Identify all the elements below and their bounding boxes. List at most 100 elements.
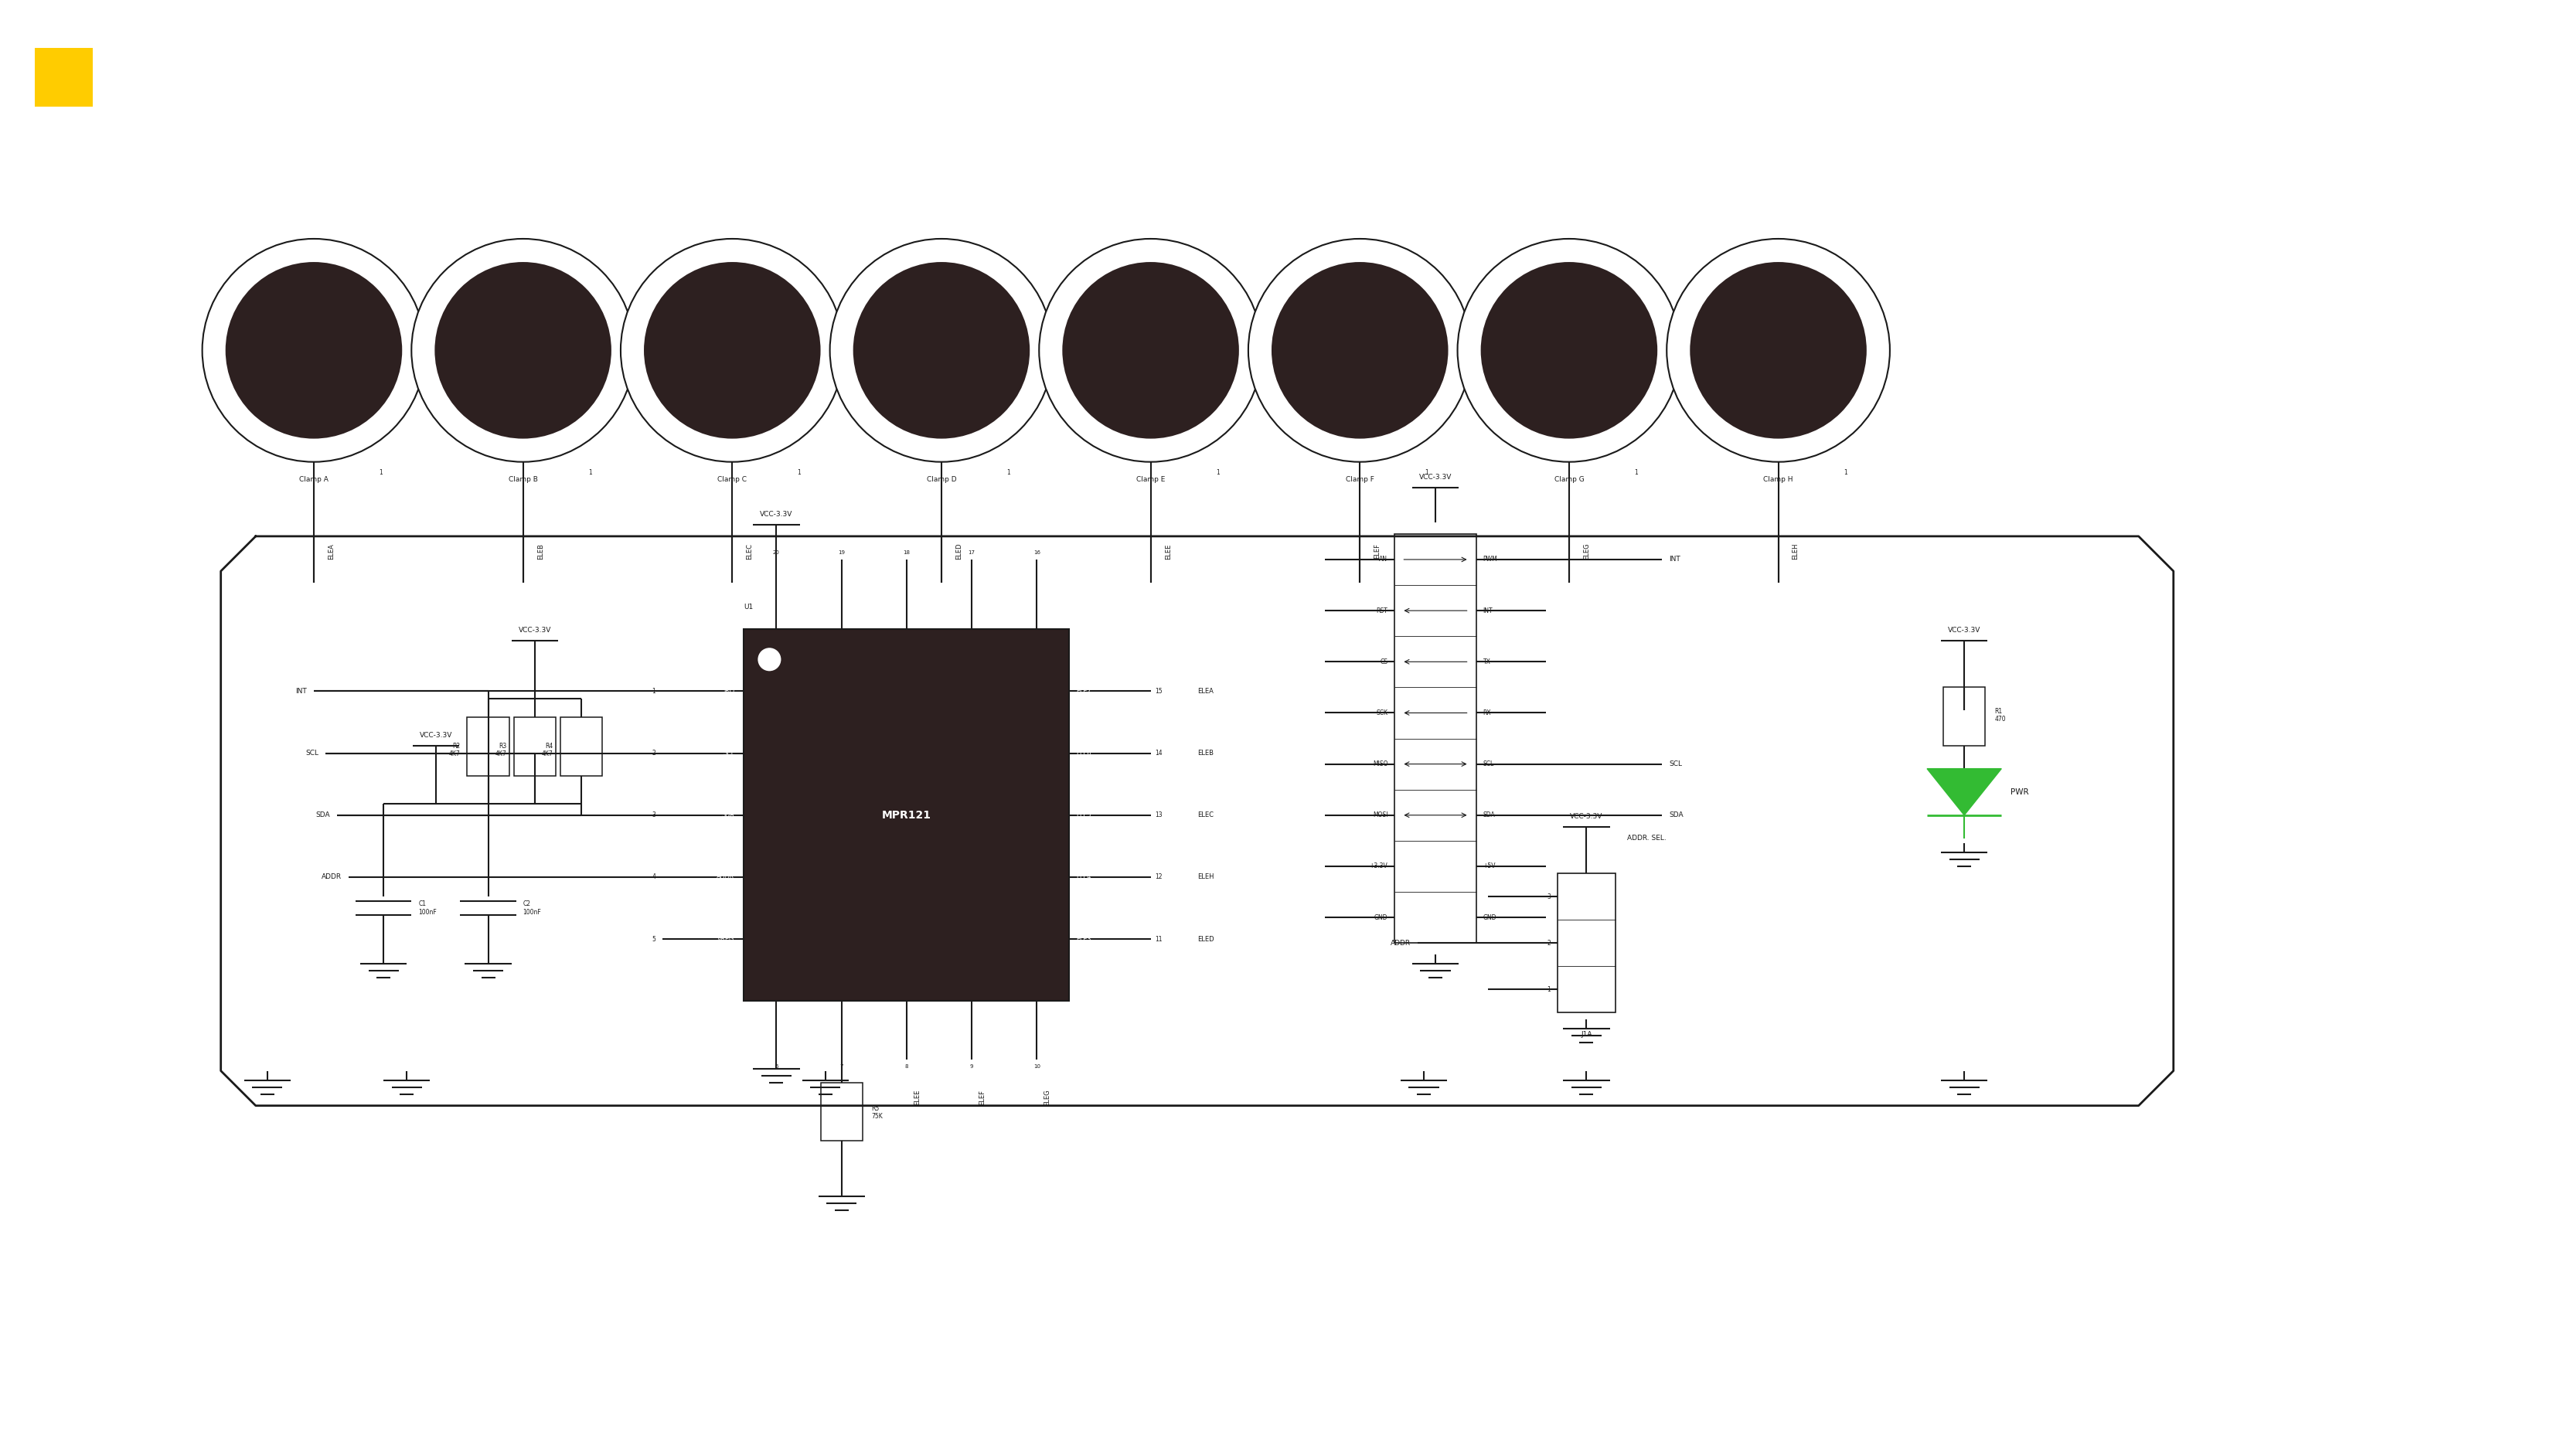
Text: ELE0: ELE0: [910, 1008, 915, 1021]
Text: 18: 18: [903, 550, 910, 555]
Circle shape: [644, 262, 821, 438]
Text: 10: 10: [1033, 1064, 1041, 1069]
Text: VCC-3.3V: VCC-3.3V: [419, 731, 453, 738]
Text: 1: 1: [588, 469, 591, 476]
Text: ADDR: ADDR: [716, 874, 734, 881]
Text: Clamp H: Clamp H: [1764, 476, 1792, 483]
Text: J1A: J1A: [1580, 1031, 1593, 1038]
Text: ELE2: ELE2: [1041, 1008, 1046, 1021]
Bar: [744, 629, 1069, 1002]
Bar: [1943, 687, 1984, 745]
Circle shape: [435, 262, 611, 438]
Text: ELE3: ELE3: [1076, 936, 1092, 942]
Bar: [821, 1082, 862, 1140]
Circle shape: [1038, 239, 1263, 462]
Text: TX: TX: [1483, 658, 1491, 665]
Text: ELEA: ELEA: [327, 543, 335, 559]
Text: 19: 19: [839, 550, 844, 555]
Text: ELED: ELED: [1197, 936, 1215, 942]
Bar: [514, 718, 555, 776]
Text: SCK: SCK: [1376, 709, 1388, 716]
Bar: [468, 718, 509, 776]
Circle shape: [202, 239, 424, 462]
Text: ELE4: ELE4: [1076, 874, 1092, 881]
Text: ELEC: ELEC: [747, 543, 754, 559]
Text: SDA: SDA: [1483, 811, 1496, 818]
Text: VSS: VSS: [780, 1008, 785, 1018]
Circle shape: [412, 239, 634, 462]
Circle shape: [1690, 262, 1867, 438]
Text: SDA: SDA: [315, 811, 330, 818]
Text: ELEH: ELEH: [1792, 543, 1800, 559]
Circle shape: [1061, 262, 1240, 438]
Circle shape: [1457, 239, 1680, 462]
Text: AN: AN: [1378, 556, 1388, 563]
Text: ELEG: ELEG: [1583, 543, 1590, 559]
Text: MPR121: MPR121: [882, 810, 931, 821]
Text: ELEC: ELEC: [1197, 811, 1215, 818]
Bar: [1557, 874, 1616, 1013]
Text: VCC-3.3V: VCC-3.3V: [1948, 628, 1982, 633]
Circle shape: [621, 239, 844, 462]
Text: ADDR: ADDR: [1391, 939, 1411, 946]
Text: RX: RX: [1483, 709, 1491, 716]
Text: 14: 14: [1156, 750, 1163, 757]
Text: SCL: SCL: [1483, 760, 1493, 767]
Text: CS: CS: [1381, 658, 1388, 665]
Text: ELEF: ELEF: [1373, 543, 1381, 559]
Text: ELEA: ELEA: [1197, 687, 1212, 695]
Circle shape: [1248, 239, 1470, 462]
Text: C2
100nF: C2 100nF: [524, 901, 542, 916]
Text: 1: 1: [1424, 469, 1429, 476]
Text: 16: 16: [1033, 550, 1041, 555]
Text: 9: 9: [969, 1064, 974, 1069]
Text: ELE10: ELE10: [910, 607, 915, 622]
Text: Clamp A: Clamp A: [299, 476, 327, 483]
Text: 20: 20: [772, 550, 780, 555]
Text: 1: 1: [378, 469, 384, 476]
Text: ELEG: ELEG: [1043, 1089, 1051, 1107]
Text: RST: RST: [1376, 607, 1388, 614]
Polygon shape: [1928, 769, 2002, 815]
Text: ELEH: ELEH: [1197, 874, 1215, 881]
Text: ELED: ELED: [956, 543, 961, 559]
Text: ELEB: ELEB: [537, 543, 545, 559]
Text: +3.3V: +3.3V: [1371, 863, 1388, 869]
Text: ELEE: ELEE: [1163, 543, 1171, 559]
Text: 1: 1: [1215, 469, 1220, 476]
Text: VCC-3.3V: VCC-3.3V: [1570, 812, 1603, 820]
Text: ADDR: ADDR: [322, 874, 343, 881]
Text: INT: INT: [1483, 607, 1493, 614]
Circle shape: [1481, 262, 1657, 438]
Text: INT: INT: [1670, 556, 1680, 563]
Text: 2: 2: [1547, 939, 1550, 946]
Text: INT: INT: [297, 687, 307, 695]
Text: ADDR. SEL.: ADDR. SEL.: [1626, 834, 1667, 842]
Text: 15: 15: [1156, 687, 1163, 695]
Text: 7: 7: [839, 1064, 844, 1069]
Text: GND: GND: [1483, 914, 1496, 920]
Text: +5V: +5V: [1483, 863, 1496, 869]
Text: SDA: SDA: [721, 811, 734, 818]
Text: VDD: VDD: [780, 612, 785, 622]
Text: Clamp B: Clamp B: [509, 476, 537, 483]
Text: 5: 5: [652, 936, 655, 942]
Circle shape: [831, 239, 1053, 462]
Text: ELE11: ELE11: [846, 607, 851, 622]
Text: 11: 11: [1156, 936, 1163, 942]
Text: C1
100nF: C1 100nF: [419, 901, 437, 916]
Text: Clamp D: Clamp D: [926, 476, 956, 483]
Text: Clamp G: Clamp G: [1555, 476, 1583, 483]
Circle shape: [1271, 262, 1447, 438]
Text: ELE8: ELE8: [1041, 610, 1046, 622]
Bar: [1394, 534, 1475, 943]
Text: 17: 17: [969, 550, 974, 555]
Text: 1: 1: [652, 687, 655, 695]
Text: ELE9: ELE9: [977, 610, 982, 622]
Text: 1: 1: [1844, 469, 1846, 476]
Text: VCC-3.3V: VCC-3.3V: [759, 511, 793, 518]
Bar: [560, 718, 601, 776]
Text: 1: 1: [1547, 986, 1550, 993]
Text: R3
4K7: R3 4K7: [496, 743, 506, 757]
Text: 1: 1: [1007, 469, 1010, 476]
